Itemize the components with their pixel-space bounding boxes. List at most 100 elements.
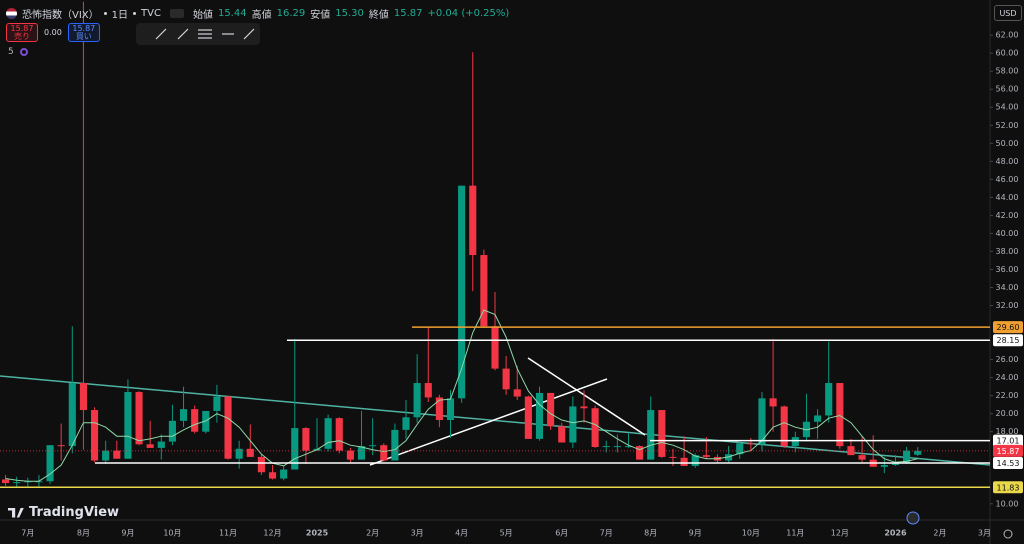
candle-body	[346, 450, 354, 460]
x-tick-label: 3月	[411, 529, 424, 538]
buy-price: 15.87	[72, 23, 96, 33]
y-tick-label: 34.00	[996, 283, 1019, 292]
sell-price: 15.87	[10, 23, 34, 33]
separator	[133, 11, 137, 15]
candle-body	[2, 479, 10, 484]
candle-body	[736, 443, 744, 455]
y-tick-label: 36.00	[996, 265, 1019, 274]
candle-body	[480, 255, 488, 327]
indicators-toggle[interactable]: 5	[8, 47, 28, 57]
candle-body	[702, 455, 710, 457]
x-tick-label: 2025	[306, 529, 329, 538]
price-label-box	[993, 321, 1023, 334]
x-tick-label: 5月	[500, 529, 513, 538]
visibility-toggle[interactable]	[169, 8, 184, 18]
change: +0.04 (+0.25%)	[427, 7, 510, 19]
y-tick-label: 40.00	[996, 229, 1019, 238]
candle-body	[157, 441, 165, 448]
event-marker[interactable]	[906, 511, 920, 525]
x-tick-label: 2月	[366, 529, 379, 538]
x-tick-label: 7月	[600, 529, 613, 538]
sell-button[interactable]: 15.87 売り	[6, 23, 38, 42]
candle-body	[569, 406, 577, 443]
candle-body	[535, 392, 544, 439]
x-tick-label: 9月	[121, 529, 134, 538]
candle-body	[469, 185, 477, 256]
candle-body	[825, 383, 833, 416]
candle-body	[191, 409, 199, 432]
separator	[103, 11, 107, 15]
candle-body	[435, 397, 443, 420]
candle-body	[836, 383, 844, 447]
candle-body	[658, 410, 666, 457]
candle-body	[168, 420, 176, 442]
candle-body	[102, 450, 110, 461]
candle-body	[179, 409, 188, 421]
x-tick-label: 6月	[555, 529, 568, 538]
x-tick-label: 11月	[786, 529, 804, 538]
candle-body	[758, 398, 766, 445]
price-label: 11.83	[997, 483, 1020, 492]
spread: 0.00	[44, 28, 62, 37]
y-tick-label: 62.00	[996, 31, 1019, 40]
candle-body	[491, 326, 499, 369]
tradingview-logo[interactable]: TradingView	[8, 505, 119, 520]
trend-line[interactable]	[527, 357, 646, 436]
candle-body	[814, 415, 822, 422]
price-label: 15.87	[997, 447, 1020, 456]
tool-ray[interactable]	[177, 28, 189, 40]
candle-body	[380, 445, 388, 461]
candle-body	[903, 450, 911, 464]
ohlc-key: 終値	[368, 9, 389, 21]
y-tick-label: 52.00	[996, 121, 1019, 130]
y-tick-label: 44.00	[996, 193, 1019, 202]
trend-line[interactable]	[369, 378, 608, 466]
candle-body	[146, 444, 154, 448]
buy-button[interactable]: 15.87 買い	[67, 23, 100, 42]
candle-body	[257, 456, 265, 473]
candle-body	[847, 446, 855, 456]
x-tick-label: 10月	[742, 529, 760, 538]
symbol-header: 恐怖指数（VIX） 1日 TVC 始値 15.44 高値 16.29 安値 15.30…	[6, 4, 509, 22]
indicator-icon	[19, 48, 28, 56]
y-tick-label: 56.00	[996, 85, 1019, 94]
candle-body	[13, 482, 21, 484]
candle-body	[402, 417, 410, 430]
y-tick-label: 10.00	[996, 499, 1019, 508]
x-tick-label: 10月	[163, 529, 181, 538]
moving-average	[5, 309, 918, 482]
trade-buttons: 15.87 売り 0.00 15.87 買い	[6, 23, 100, 42]
tool-extended[interactable]	[243, 28, 255, 40]
candle-body	[391, 429, 399, 461]
y-tick-label: 38.00	[996, 247, 1019, 256]
candle-body	[547, 392, 555, 427]
logo-mark	[8, 507, 24, 518]
interval[interactable]: 1日	[111, 9, 129, 21]
settings-icon[interactable]	[1003, 529, 1013, 539]
y-tick-label: 46.00	[996, 175, 1019, 184]
candle-body	[747, 443, 755, 445]
symbol-name[interactable]: 恐怖指数（VIX）	[22, 9, 99, 21]
candle-body	[35, 481, 43, 483]
price-label: 17.01	[997, 437, 1020, 446]
logo-text: TradingView	[29, 505, 120, 520]
y-tick-label: 60.00	[996, 49, 1019, 58]
candle-body	[502, 368, 510, 390]
currency-button[interactable]: USD	[994, 5, 1022, 21]
candle-body	[68, 383, 76, 447]
price-label: 29.60	[997, 323, 1020, 332]
x-tick-label: 4月	[455, 529, 468, 538]
candle-body	[680, 457, 688, 466]
price-label: 14.53	[997, 459, 1020, 468]
candle-body	[880, 465, 888, 467]
candle-body	[524, 396, 532, 439]
tool-trendline[interactable]	[155, 28, 167, 40]
x-tick-label: 7月	[21, 529, 34, 538]
candle-body	[458, 185, 466, 399]
candle-body	[513, 389, 521, 397]
trend-line[interactable]	[0, 375, 991, 466]
candle-body	[891, 463, 900, 466]
candle-body	[235, 448, 243, 459]
ohlc-key: 安値	[310, 9, 331, 21]
